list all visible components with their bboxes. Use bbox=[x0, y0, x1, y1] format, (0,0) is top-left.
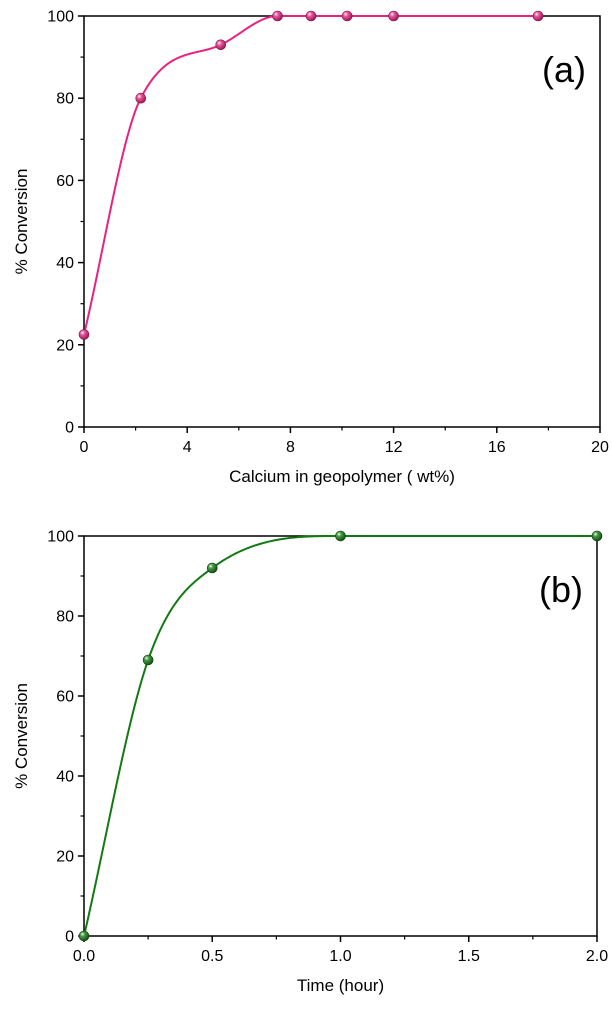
x-tick-label: 1.0 bbox=[329, 948, 351, 965]
x-tick-label: 0.0 bbox=[73, 948, 95, 965]
y-tick-label: 40 bbox=[56, 769, 74, 786]
data-point bbox=[215, 39, 227, 51]
panel-label: (b) bbox=[539, 569, 583, 610]
data-point bbox=[305, 10, 317, 22]
x-axis-title: Calcium in geopolymer ( wt%) bbox=[229, 467, 455, 486]
plot-frame bbox=[83, 15, 601, 428]
data-point bbox=[388, 10, 399, 22]
x-tick-label: 16 bbox=[488, 439, 506, 456]
y-tick-label: 0 bbox=[65, 929, 74, 946]
y-axis-title: % Conversion bbox=[12, 683, 31, 789]
y-tick-label: 60 bbox=[56, 689, 74, 706]
y-tick-label: 20 bbox=[56, 849, 74, 866]
x-tick-label: 4 bbox=[183, 439, 192, 456]
chart-panel-1: 0 20 40 60 80 100 0 4 8 12 16 20 Calcium in geopolym… bbox=[12, 9, 609, 487]
y-tick-label: 40 bbox=[56, 255, 74, 272]
y-tick-label: 80 bbox=[56, 91, 74, 108]
y-tick-label: 100 bbox=[47, 529, 74, 546]
panel-label: (a) bbox=[542, 49, 586, 90]
data-point bbox=[335, 530, 346, 542]
data-point bbox=[272, 10, 283, 22]
x-tick-label: 8 bbox=[286, 439, 295, 456]
fit-curve bbox=[83, 535, 597, 937]
y-tick-label: 0 bbox=[65, 420, 74, 437]
y-tick-label: 60 bbox=[56, 173, 74, 190]
x-tick-label: 2.0 bbox=[586, 948, 608, 965]
y-axis-title: % Conversion bbox=[12, 169, 31, 275]
x-tick-label: 1.5 bbox=[458, 948, 480, 965]
plot-frame bbox=[83, 535, 598, 937]
data-point bbox=[78, 329, 90, 340]
x-tick-label: 12 bbox=[385, 439, 403, 456]
x-tick-label: 0 bbox=[80, 439, 89, 456]
y-tick-label: 100 bbox=[47, 9, 74, 26]
y-tick-label: 20 bbox=[56, 337, 74, 354]
data-point bbox=[341, 10, 353, 22]
chart-panel-2: 0 20 40 60 80 100 0.0 0.5 1.0 1.5 2.0 Time (hour) % … bbox=[12, 529, 608, 996]
x-tick-label: 0.5 bbox=[201, 948, 223, 965]
fit-curve bbox=[83, 15, 539, 335]
data-point bbox=[78, 930, 90, 942]
x-tick-label: 20 bbox=[591, 439, 609, 456]
y-tick-label: 80 bbox=[56, 609, 74, 626]
data-point bbox=[532, 10, 544, 22]
data-point bbox=[142, 654, 154, 666]
data-point bbox=[591, 530, 603, 542]
x-axis-title: Time (hour) bbox=[297, 976, 384, 995]
data-point bbox=[206, 562, 218, 574]
data-point bbox=[135, 92, 147, 104]
